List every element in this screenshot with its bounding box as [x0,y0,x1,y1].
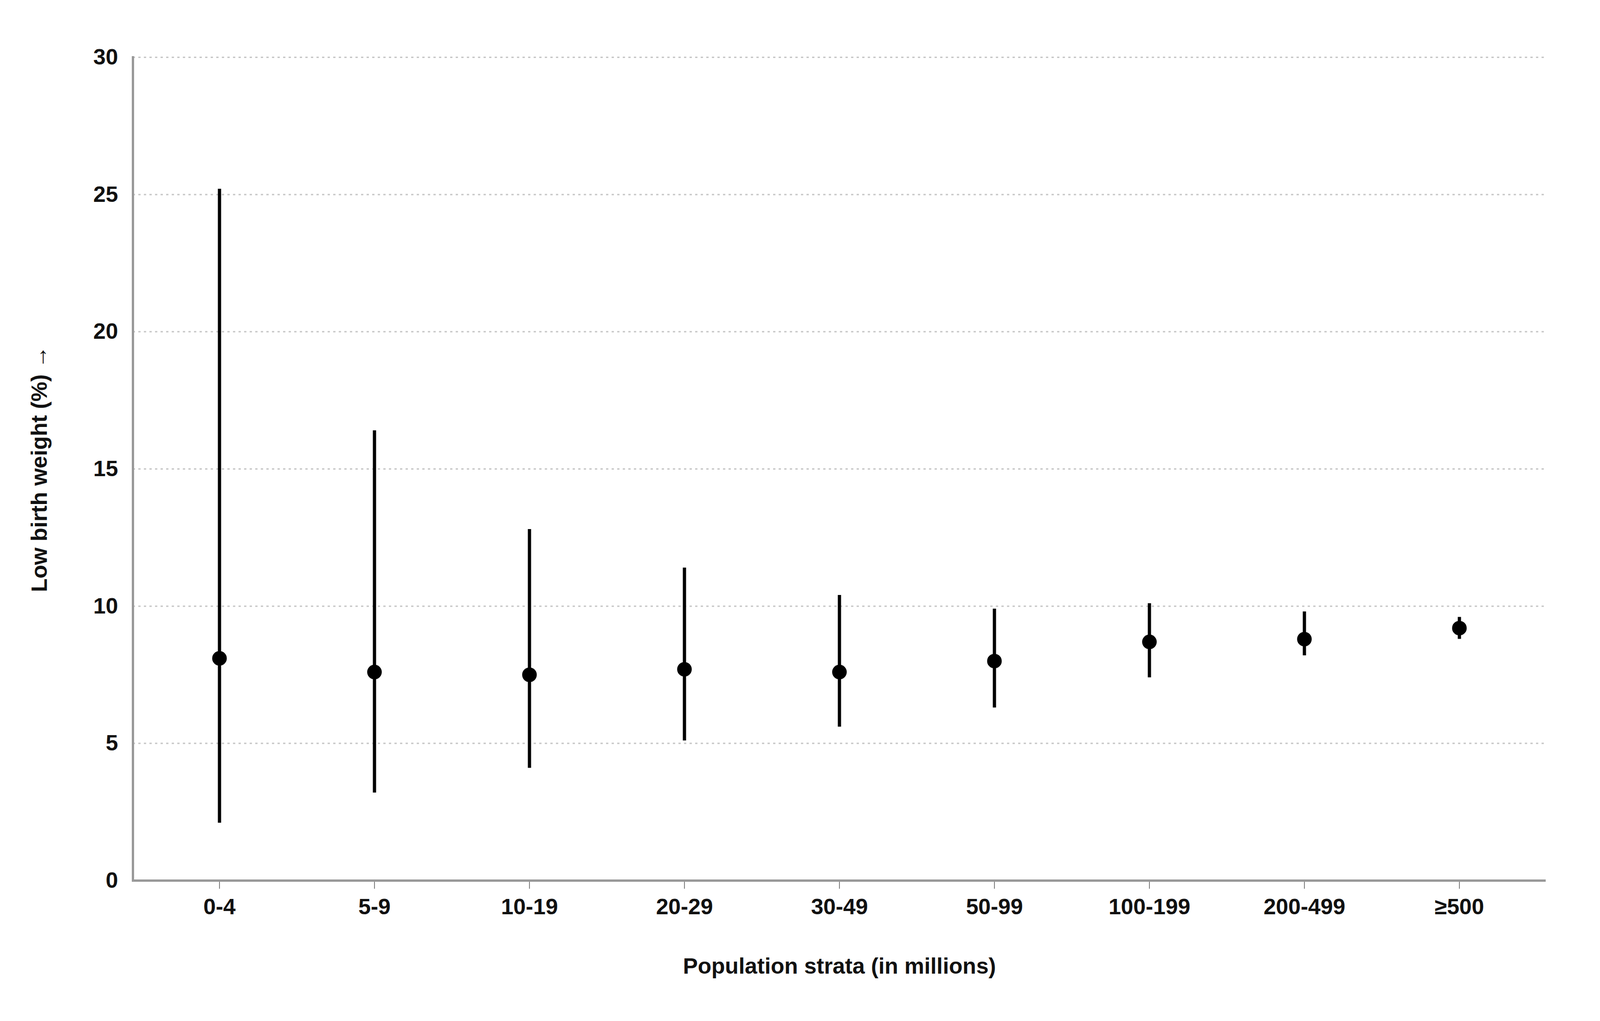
svg-text:100-199: 100-199 [1108,894,1191,919]
svg-text:10-19: 10-19 [501,894,559,919]
svg-text:30-49: 30-49 [811,894,869,919]
svg-text:5: 5 [105,730,119,755]
svg-text:Population strata (in millions: Population strata (in millions) [683,953,997,979]
svg-text:25: 25 [93,181,118,207]
svg-text:≥500: ≥500 [1434,894,1484,919]
svg-text:Low birth weight (%) →: Low birth weight (%) → [26,345,52,593]
svg-text:20-29: 20-29 [656,894,714,919]
svg-text:10: 10 [93,593,118,619]
svg-text:5-9: 5-9 [358,894,391,919]
svg-text:0: 0 [105,867,119,893]
svg-text:50-99: 50-99 [966,894,1024,919]
svg-text:0-4: 0-4 [203,894,236,919]
svg-text:20: 20 [93,318,118,344]
svg-text:15: 15 [93,456,118,481]
svg-text:30: 30 [93,44,118,70]
svg-text:200-499: 200-499 [1263,894,1346,919]
